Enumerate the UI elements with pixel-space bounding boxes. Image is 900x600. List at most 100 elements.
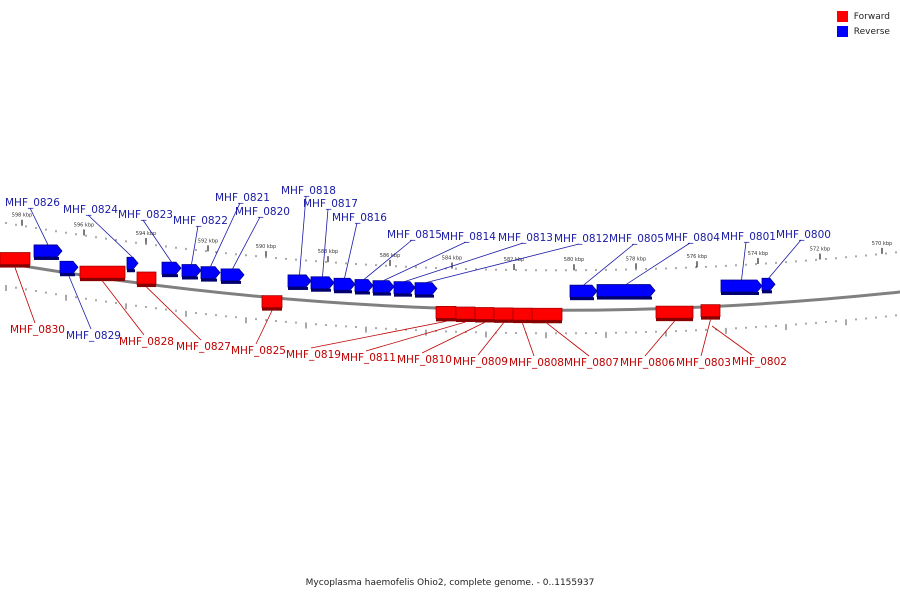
gene-shadow xyxy=(60,273,75,277)
gene-label[interactable]: MHF_0830 xyxy=(10,324,65,336)
gene-leader-line xyxy=(299,195,307,275)
genome-caption: Mycoplasma haemofelis Ohio2, complete ge… xyxy=(305,578,595,588)
gene-arrow[interactable] xyxy=(220,268,245,282)
gene-label[interactable]: MHF_0803 xyxy=(676,357,731,369)
gene-shadow xyxy=(513,320,532,324)
gene-arrow[interactable] xyxy=(310,276,335,290)
gene-label[interactable]: MHF_0801 xyxy=(721,231,776,243)
gene-layer xyxy=(0,244,776,324)
gene-label[interactable]: MHF_0812 xyxy=(554,233,609,245)
gene-arrow[interactable] xyxy=(126,256,139,270)
gene-shadow xyxy=(532,320,562,324)
gene-arrow[interactable] xyxy=(596,284,656,297)
gene-label[interactable]: MHF_0807 xyxy=(564,357,619,369)
gene-arrow[interactable] xyxy=(435,305,457,319)
gene-shadow xyxy=(288,286,308,290)
gene-leader-line xyxy=(522,322,535,357)
tick-label: 578 kbp xyxy=(626,256,646,262)
gene-label[interactable]: MHF_0829 xyxy=(66,330,121,342)
gene-arrow[interactable] xyxy=(493,307,514,321)
gene-label[interactable]: MHF_0813 xyxy=(498,232,553,244)
gene-shadow xyxy=(475,319,494,323)
gene-label[interactable]: MHF_0824 xyxy=(63,204,118,216)
gene-shadow xyxy=(656,318,693,322)
gene-leader-line xyxy=(363,239,413,280)
gene-label[interactable]: MHF_0822 xyxy=(173,215,228,227)
gene-label[interactable]: MHF_0802 xyxy=(732,356,787,368)
gene-label[interactable]: MHF_0808 xyxy=(509,357,564,369)
gene-leader-line xyxy=(383,241,467,281)
gene-label[interactable]: MHF_0800 xyxy=(776,229,831,241)
gene-label[interactable]: MHF_0818 xyxy=(281,185,336,197)
legend-item-reverse: Reverse xyxy=(836,24,890,39)
gene-leader-line xyxy=(546,322,590,357)
gene-leader-line xyxy=(191,225,199,265)
gene-arrow[interactable] xyxy=(181,264,202,277)
gene-label[interactable]: MHF_0817 xyxy=(303,198,358,210)
gene-leader-line xyxy=(425,243,580,283)
gene-label[interactable]: MHF_0805 xyxy=(609,233,664,245)
gene-arrow[interactable] xyxy=(354,279,374,292)
gene-arrow[interactable] xyxy=(333,277,356,291)
gene-arrow[interactable] xyxy=(261,295,283,309)
tick-label: 592 kbp xyxy=(198,238,218,244)
gene-arrow[interactable] xyxy=(512,307,533,321)
gene-label[interactable]: MHF_0825 xyxy=(231,345,286,357)
gene-label[interactable]: MHF_0826 xyxy=(5,197,60,209)
legend-reverse-label: Reverse xyxy=(853,26,890,37)
gene-shadow xyxy=(456,318,475,322)
gene-label[interactable]: MHF_0821 xyxy=(215,192,270,204)
gene-shadow xyxy=(137,284,156,288)
gene-label[interactable]: MHF_0814 xyxy=(441,231,496,243)
gene-label[interactable]: MHF_0827 xyxy=(176,341,231,353)
gene-leader-line xyxy=(711,325,753,356)
gene-arrow[interactable] xyxy=(200,266,221,279)
gene-arrow[interactable] xyxy=(474,307,495,320)
gene-label[interactable]: MHF_0828 xyxy=(119,336,174,348)
gene-arrow[interactable] xyxy=(700,304,721,318)
gene-arrow[interactable] xyxy=(287,274,312,288)
gene-leader-line xyxy=(421,322,485,354)
legend-forward-label: Forward xyxy=(853,11,890,22)
gene-arrow[interactable] xyxy=(569,284,598,298)
gene-leader-line xyxy=(14,267,36,324)
gene-label[interactable]: MHF_0816 xyxy=(332,212,387,224)
gene-shadow xyxy=(127,269,135,273)
gene-label[interactable]: MHF_0819 xyxy=(286,349,341,361)
gene-arrow[interactable] xyxy=(393,281,416,295)
tick-label: 586 kbp xyxy=(380,253,400,259)
gene-arrow[interactable] xyxy=(79,265,126,279)
gene-shadow xyxy=(221,280,241,284)
gene-arrow[interactable] xyxy=(761,277,776,291)
tick-label: 580 kbp xyxy=(564,257,584,263)
gene-shadow xyxy=(373,292,391,296)
gene-arrow[interactable] xyxy=(372,280,395,293)
gene-arrow[interactable] xyxy=(414,282,438,296)
gene-label[interactable]: MHF_0809 xyxy=(453,356,508,368)
gene-leader-line xyxy=(700,319,711,357)
gene-shadow xyxy=(762,290,772,294)
gene-label[interactable]: MHF_0810 xyxy=(397,354,452,366)
gene-arrow[interactable] xyxy=(161,261,182,275)
tick-label: 590 kbp xyxy=(256,244,276,250)
gene-leader-line xyxy=(644,320,675,357)
gene-label[interactable]: MHF_0806 xyxy=(620,357,675,369)
gene-arrow[interactable] xyxy=(455,306,476,320)
gene-arrow[interactable] xyxy=(655,305,694,319)
gene-label[interactable]: MHF_0823 xyxy=(118,209,173,221)
gene-label[interactable]: MHF_0815 xyxy=(387,229,442,241)
gene-arrow[interactable] xyxy=(33,244,63,258)
gene-leader-line xyxy=(87,214,133,258)
gene-label[interactable]: MHF_0804 xyxy=(665,232,720,244)
gene-arrow[interactable] xyxy=(531,307,563,321)
gene-arrow[interactable] xyxy=(59,260,79,274)
gene-arrow[interactable] xyxy=(0,252,31,265)
gene-arrow[interactable] xyxy=(720,279,763,293)
gene-shadow xyxy=(394,293,412,297)
gene-arrow[interactable] xyxy=(136,271,157,285)
tick-label: 598 kbp xyxy=(12,213,32,219)
gene-label[interactable]: MHF_0811 xyxy=(341,352,396,364)
gene-leader-line xyxy=(68,276,92,330)
gene-label[interactable]: MHF_0820 xyxy=(235,206,290,218)
